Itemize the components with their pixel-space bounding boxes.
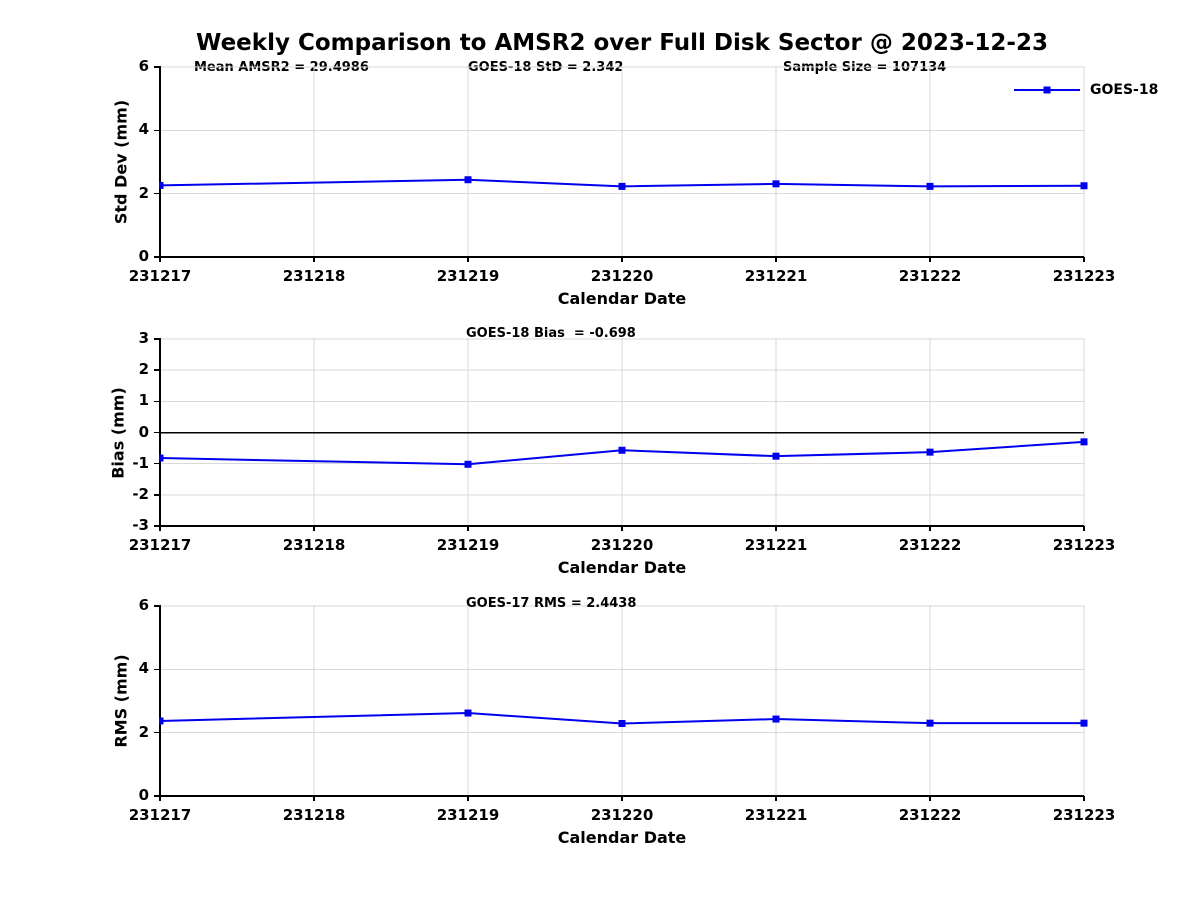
y-tick-mark (154, 605, 159, 607)
x-tick-mark (929, 796, 931, 801)
stddev-y-axis-label: Std Dev (mm) (111, 99, 131, 225)
x-tick-label: 231220 (590, 806, 654, 824)
y-tick-label: -2 (132, 484, 149, 503)
x-tick-mark (929, 526, 931, 531)
y-tick-label: 6 (138, 596, 149, 614)
bias-panel-title: GOES-18 Bias = -0.698 (466, 326, 636, 341)
rms-x-axis-label: Calendar Date (557, 828, 687, 847)
y-tick-label: 0 (138, 247, 149, 265)
x-tick-label: 231220 (590, 536, 654, 554)
x-tick-mark (621, 526, 623, 531)
x-tick-label: 231222 (898, 536, 962, 554)
y-tick-label: 4 (138, 120, 149, 139)
y-tick-mark (154, 192, 159, 195)
x-tick-label: 231219 (436, 806, 500, 824)
y-tick-label: 2 (138, 183, 149, 202)
x-tick-label: 231218 (282, 536, 346, 554)
x-tick-mark (467, 796, 469, 801)
x-tick-label: 231223 (1052, 806, 1116, 824)
y-tick-mark (154, 431, 159, 434)
x-tick-label: 231222 (898, 806, 962, 824)
x-tick-mark (775, 257, 777, 262)
stddev-x-axis-label: Calendar Date (557, 289, 687, 308)
stddev-plot-area (159, 66, 1088, 258)
x-tick-mark (775, 796, 777, 801)
x-tick-label: 231221 (744, 267, 808, 285)
y-tick-label: 4 (138, 659, 149, 678)
y-tick-mark (154, 369, 159, 371)
x-tick-mark (621, 796, 623, 801)
legend: GOES-18 (1014, 82, 1158, 98)
x-tick-label: 231217 (128, 267, 192, 285)
y-tick-label: 1 (138, 391, 149, 410)
x-tick-mark (467, 257, 469, 262)
x-tick-label: 231223 (1052, 536, 1116, 554)
y-tick-label: 2 (138, 360, 149, 379)
x-tick-label: 231218 (282, 267, 346, 285)
y-tick-label: 0 (138, 786, 149, 804)
rms-panel-title: GOES-17 RMS = 2.4438 (466, 596, 637, 611)
y-tick-mark (154, 668, 159, 671)
bias-x-axis-label: Calendar Date (557, 558, 687, 577)
y-tick-mark (154, 494, 159, 496)
y-tick-mark (154, 731, 159, 734)
x-tick-label: 231217 (128, 536, 192, 554)
legend-label: GOES-18 (1090, 82, 1159, 98)
y-tick-mark (154, 400, 159, 403)
x-tick-mark (313, 526, 315, 531)
x-tick-mark (1083, 796, 1085, 801)
y-tick-mark (154, 129, 159, 132)
y-tick-label: 2 (138, 722, 149, 741)
x-tick-mark (159, 257, 161, 262)
x-tick-mark (159, 526, 161, 531)
x-tick-mark (467, 526, 469, 531)
x-tick-label: 231220 (590, 267, 654, 285)
y-tick-mark (154, 66, 159, 68)
y-tick-mark (154, 462, 159, 465)
x-tick-mark (1083, 257, 1085, 262)
legend-line-marker-swatch (1014, 86, 1080, 94)
x-tick-label: 231222 (898, 267, 962, 285)
y-tick-label: -1 (132, 453, 149, 472)
y-tick-label: -3 (132, 516, 149, 534)
x-tick-mark (313, 257, 315, 262)
rms-plot-area (159, 605, 1088, 797)
x-tick-mark (313, 796, 315, 801)
x-tick-mark (1083, 526, 1085, 531)
x-tick-mark (159, 796, 161, 801)
y-tick-mark (154, 525, 159, 527)
x-tick-label: 231217 (128, 806, 192, 824)
y-tick-mark (154, 338, 159, 340)
y-tick-label: 3 (138, 329, 149, 347)
x-tick-label: 231221 (744, 536, 808, 554)
x-tick-label: 231218 (282, 806, 346, 824)
x-tick-label: 231219 (436, 267, 500, 285)
bias-plot-area (159, 338, 1088, 527)
y-tick-label: 0 (138, 422, 149, 441)
x-tick-label: 231219 (436, 536, 500, 554)
x-tick-mark (775, 526, 777, 531)
x-tick-label: 231223 (1052, 267, 1116, 285)
x-tick-label: 231221 (744, 806, 808, 824)
y-tick-mark (154, 795, 159, 797)
y-tick-label: 6 (138, 57, 149, 75)
x-tick-mark (929, 257, 931, 262)
x-tick-mark (621, 257, 623, 262)
figure-title: Weekly Comparison to AMSR2 over Full Dis… (196, 30, 1048, 56)
y-tick-mark (154, 256, 159, 258)
